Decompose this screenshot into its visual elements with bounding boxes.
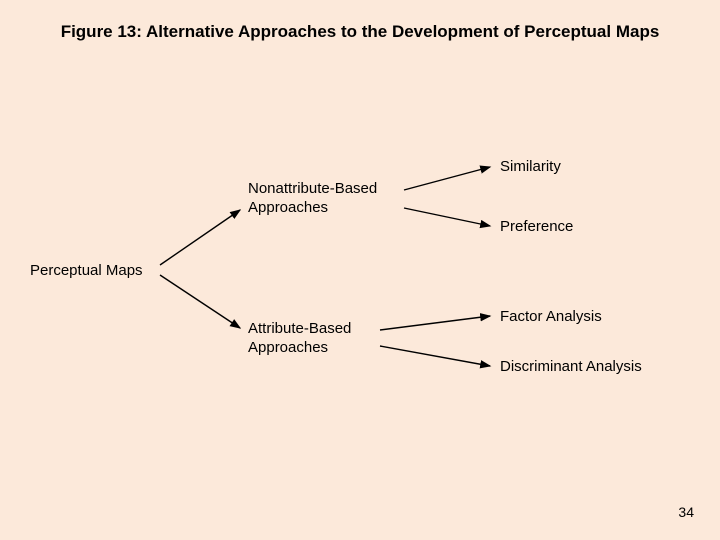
edge-arrow xyxy=(404,167,490,190)
edge-arrow xyxy=(160,210,240,265)
edge-arrow xyxy=(380,316,490,330)
figure-title: Figure 13: Alternative Approaches to the… xyxy=(0,22,720,42)
node-line: Nonattribute-Based xyxy=(248,180,377,197)
node-line: Factor Analysis xyxy=(500,308,602,325)
node-preference: Preference xyxy=(500,218,573,237)
node-perceptual-maps: Perceptual Maps xyxy=(30,262,143,281)
node-discriminant-analysis: Discriminant Analysis xyxy=(500,358,642,377)
node-line: Approaches xyxy=(248,199,328,216)
node-line: Approaches xyxy=(248,339,328,356)
node-line: Attribute-Based xyxy=(248,320,351,337)
edge-arrow xyxy=(160,275,240,328)
node-similarity: Similarity xyxy=(500,158,561,177)
node-attribute-based: Attribute-Based Approaches xyxy=(248,320,351,358)
node-factor-analysis: Factor Analysis xyxy=(500,308,602,327)
node-line: Discriminant Analysis xyxy=(500,358,642,375)
edge-arrow xyxy=(380,346,490,366)
node-line: Preference xyxy=(500,218,573,235)
page-number: 34 xyxy=(678,504,694,520)
node-line: Perceptual Maps xyxy=(30,262,143,279)
node-line: Similarity xyxy=(500,158,561,175)
node-nonattribute-based: Nonattribute-Based Approaches xyxy=(248,180,377,218)
edge-arrow xyxy=(404,208,490,226)
